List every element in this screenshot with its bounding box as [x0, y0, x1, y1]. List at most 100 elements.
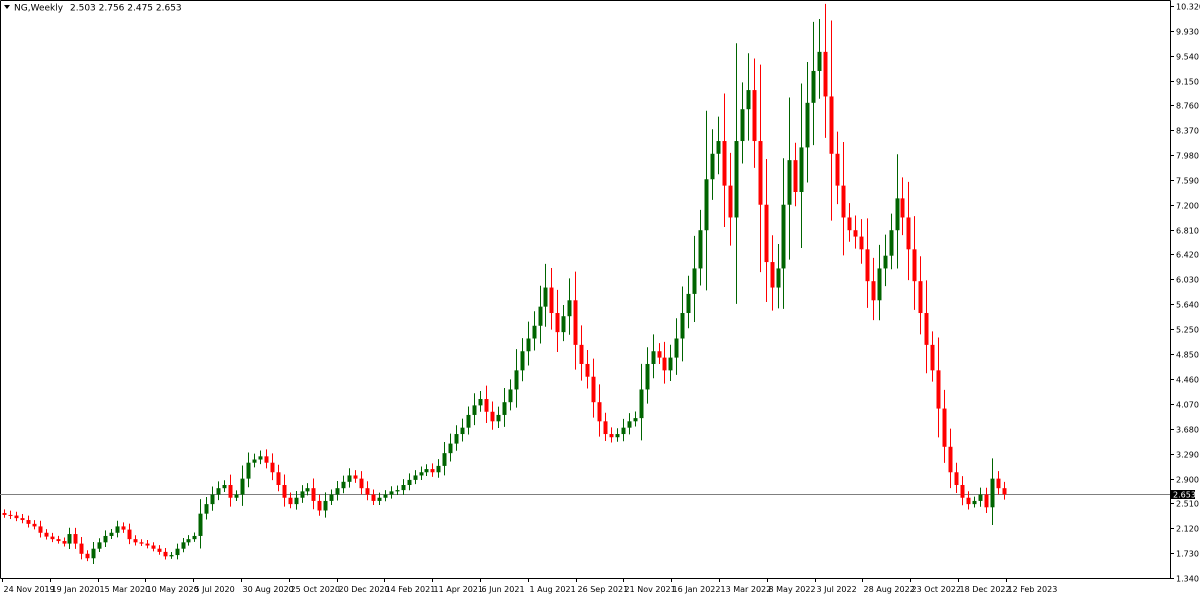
y-tick-label: 8.760	[1176, 102, 1199, 111]
bull-candle-body	[895, 198, 900, 231]
bear-candle-body	[853, 230, 858, 237]
bear-candle-body	[85, 553, 90, 559]
bull-candle-body	[115, 526, 120, 533]
bear-candle-body	[228, 485, 233, 498]
bear-candle-body	[157, 548, 162, 552]
bull-candle-body	[746, 90, 751, 110]
bear-candle-body	[871, 281, 876, 301]
bull-candle-body	[817, 51, 822, 71]
y-tick-label: 5.640	[1176, 301, 1199, 310]
bull-candle-body	[651, 351, 656, 364]
bear-candle-body	[900, 198, 905, 218]
price-tag-background	[1171, 490, 1195, 499]
bull-candle-body	[668, 357, 673, 371]
bear-candle-body	[359, 478, 364, 489]
x-tick-label: 8 May 2022	[769, 585, 816, 594]
x-tick-label: 28 Aug 2022	[864, 585, 915, 594]
bear-candle-body	[50, 536, 55, 540]
bull-candle-body	[305, 488, 310, 492]
header-ohlc: 2.503 2.756 2.475 2.653	[70, 4, 182, 14]
y-tick-label: 7.980	[1176, 152, 1199, 161]
bear-candle-body	[984, 494, 989, 508]
y-tick-label: 7.200	[1176, 202, 1199, 211]
y-tick-label: 6.810	[1176, 227, 1199, 236]
bear-candle-body	[906, 217, 911, 250]
bear-candle-body	[603, 421, 608, 435]
bull-candle-body	[204, 504, 209, 514]
bull-candle-body	[109, 532, 114, 536]
x-tick-label: 19 Jan 2020	[52, 585, 100, 594]
x-tick-label: 26 Sep 2021	[578, 585, 629, 594]
bear-candle-body	[139, 542, 144, 544]
bull-candle-body	[805, 102, 810, 148]
bull-candle-body	[216, 488, 221, 495]
bull-candle-body	[448, 443, 453, 454]
bull-candle-body	[67, 534, 72, 544]
chart-header: NG,Weekly 2.503 2.756 2.475 2.653	[4, 4, 182, 14]
bull-candle-body	[627, 421, 632, 428]
bull-candle-body	[526, 338, 531, 352]
bear-candle-body	[288, 497, 293, 505]
bear-candle-body	[752, 90, 757, 142]
x-tick-label: 14 Feb 2021	[386, 585, 436, 594]
bear-candle-body	[32, 523, 37, 527]
bear-candle-body	[591, 376, 596, 403]
bull-candle-body	[246, 462, 251, 479]
bull-candle-body	[496, 414, 501, 422]
bear-candle-body	[365, 488, 370, 495]
bear-candle-body	[353, 475, 358, 479]
bull-candle-body	[883, 255, 888, 269]
bull-candle-body	[674, 338, 679, 358]
bear-candle-body	[62, 541, 67, 544]
bull-candle-body	[323, 500, 328, 511]
bull-candle-body	[329, 494, 334, 501]
bull-candle-body	[258, 456, 263, 460]
bear-candle-body	[145, 543, 150, 546]
x-tick-label: 3 Jul 2022	[817, 585, 857, 594]
bear-candle-body	[936, 370, 941, 409]
bull-candle-body	[799, 147, 804, 192]
y-tick-label: 9.930	[1176, 28, 1199, 37]
bear-candle-body	[942, 408, 947, 447]
bear-candle-body	[311, 488, 316, 501]
x-tick-label: 1 Aug 2021	[530, 585, 576, 594]
bull-candle-body	[234, 494, 239, 498]
bear-candle-body	[758, 141, 763, 205]
bull-candle-body	[472, 405, 477, 415]
bear-candle-body	[657, 351, 662, 358]
bear-candle-body	[585, 363, 590, 377]
bear-candle-body	[20, 518, 25, 521]
bear-candle-body	[26, 520, 31, 524]
bear-candle-body	[722, 141, 727, 186]
bull-candle-body	[538, 306, 543, 326]
bear-candle-body	[793, 160, 798, 192]
bull-candle-body	[383, 494, 388, 498]
bull-candle-body	[877, 268, 882, 301]
bull-candle-body	[686, 293, 691, 314]
y-tick-label: 3.290	[1176, 451, 1199, 460]
bear-candle-body	[44, 532, 49, 537]
y-tick-label: 4.070	[1176, 401, 1199, 410]
bear-candle-body	[924, 313, 929, 345]
y-tick-label: 7.590	[1176, 177, 1199, 186]
bear-candle-body	[163, 551, 168, 557]
y-tick-label: 2.120	[1176, 525, 1199, 534]
bull-candle-body	[181, 542, 186, 549]
bear-candle-body	[835, 153, 840, 186]
bull-candle-body	[419, 472, 424, 476]
bull-candle-body	[567, 300, 572, 317]
x-tick-label: 16 Jan 2022	[673, 585, 721, 594]
bull-candle-body	[103, 535, 108, 543]
dropdown-triangle-icon[interactable]	[4, 5, 10, 9]
bear-candle-body	[573, 300, 578, 345]
x-tick-label: 20 Dec 2020	[339, 585, 390, 594]
bull-candle-body	[734, 141, 739, 218]
x-tick-label: 10 May 2020	[147, 585, 199, 594]
bull-candle-body	[424, 469, 429, 473]
bear-candle-body	[2, 513, 7, 515]
y-tick-label: 5.250	[1176, 326, 1199, 335]
bull-candle-body	[395, 490, 400, 492]
bear-candle-body	[282, 485, 287, 498]
current-price-tag: 2.653	[1171, 490, 1196, 500]
bull-candle-body	[389, 491, 394, 495]
